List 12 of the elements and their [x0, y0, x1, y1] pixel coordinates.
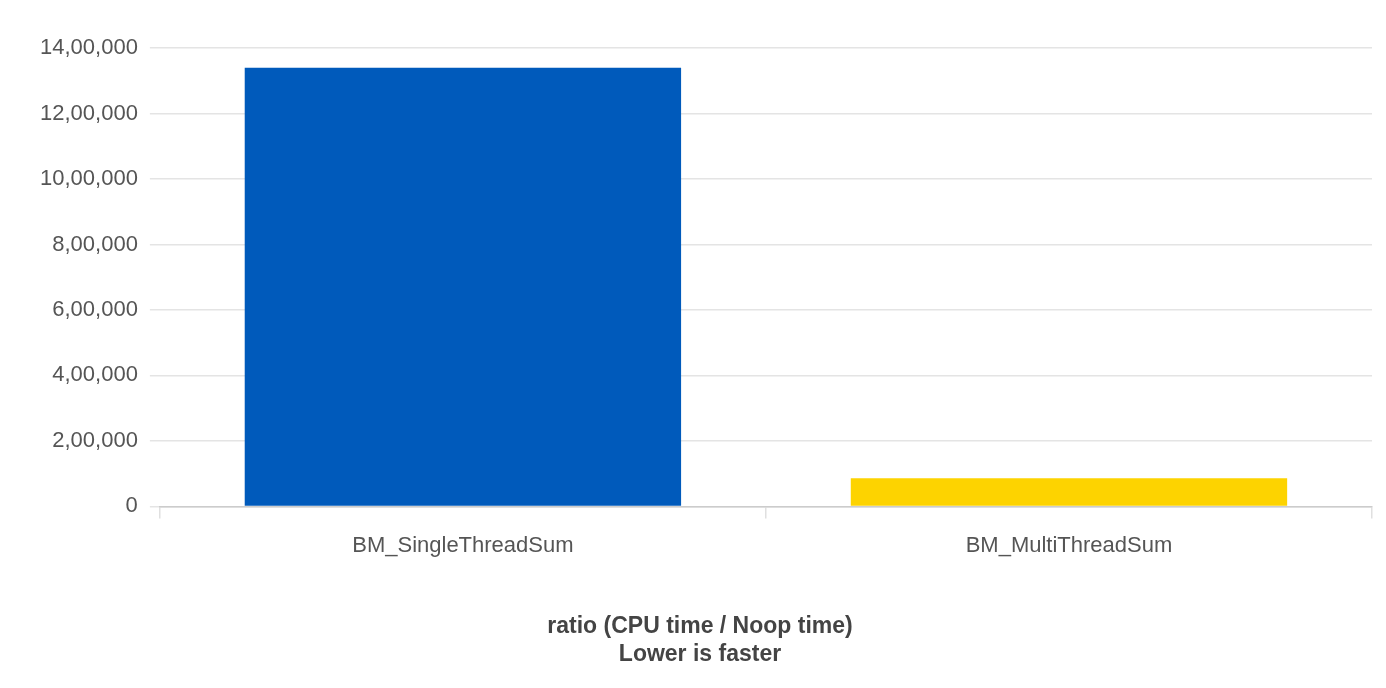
x-tick-label: BM_MultiThreadSum — [965, 531, 1173, 557]
y-tick-label: 8,00,000 — [52, 230, 138, 256]
y-tick-label: 0 — [125, 492, 138, 518]
x-tick-label: BM_SingleThreadSum — [352, 531, 574, 557]
y-tick-label: 4,00,000 — [52, 361, 138, 387]
y-tick-label: 10,00,000 — [40, 165, 138, 191]
text: ratio (CPU time / Noop time) — [547, 611, 853, 638]
y-tick-label: 14,00,000 — [40, 34, 138, 60]
y-tick-label: 6,00,000 — [52, 296, 138, 322]
y-tick-label: 12,00,000 — [40, 99, 138, 125]
y-tick-label: 2,00,000 — [52, 426, 138, 452]
text: Lower is faster — [618, 639, 782, 666]
